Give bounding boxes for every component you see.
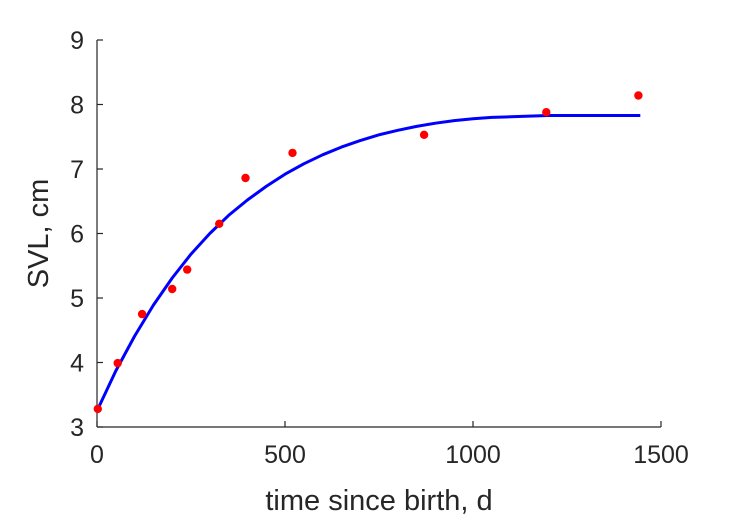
data-point	[419, 130, 429, 139]
fitted-curve	[95, 114, 641, 412]
series	[93, 91, 643, 414]
y-tick-label: 6	[70, 221, 84, 249]
data-point	[168, 284, 177, 294]
x-tick-label: 1000	[445, 441, 501, 469]
data-point	[634, 91, 643, 100]
y-tick-label: 7	[70, 156, 84, 184]
ticks: 0 500 1000 1500 3 4 5 6 7 8 9	[70, 27, 689, 469]
data-point	[215, 219, 224, 228]
data-point	[183, 265, 192, 274]
y-tick-label: 8	[70, 92, 84, 120]
x-axis-label: time since birth, d	[265, 485, 492, 517]
x-tick-label: 500	[264, 441, 306, 469]
y-tick-label: 3	[70, 414, 84, 442]
data-point	[137, 309, 147, 319]
y-tick-label: 4	[70, 350, 84, 378]
y-tick-label: 9	[70, 27, 84, 55]
data-point	[288, 148, 297, 158]
y-tick-label: 5	[70, 285, 84, 313]
x-tick-label: 0	[90, 441, 104, 469]
axes	[96, 40, 661, 428]
data-point	[93, 404, 103, 414]
data-point	[542, 108, 551, 117]
y-axis-label: SVL, cm	[23, 179, 55, 289]
data-point	[113, 358, 122, 368]
x-tick-label: 1500	[633, 441, 689, 469]
data-point	[241, 173, 250, 183]
